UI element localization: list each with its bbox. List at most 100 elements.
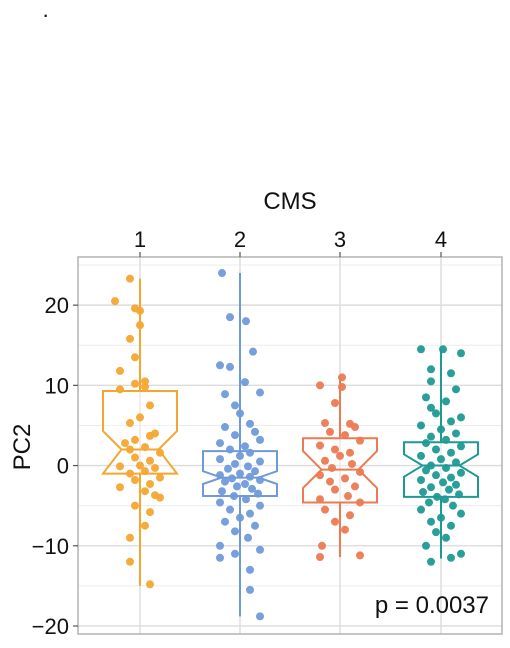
boxes xyxy=(100,273,479,617)
data-point xyxy=(457,549,465,558)
data-point xyxy=(241,378,249,387)
x-tick-label: 1 xyxy=(134,227,146,252)
data-point xyxy=(126,274,134,283)
data-point xyxy=(439,345,447,354)
data-point xyxy=(427,517,435,526)
x-tick-label: 3 xyxy=(334,227,346,252)
data-point xyxy=(244,533,252,542)
data-point xyxy=(116,483,124,492)
data-point xyxy=(439,478,447,487)
data-point xyxy=(246,585,254,594)
data-point xyxy=(131,379,139,388)
data-point xyxy=(437,513,445,522)
data-point xyxy=(344,492,352,501)
data-point xyxy=(126,445,134,454)
data-point xyxy=(432,445,440,454)
data-point xyxy=(256,457,264,466)
data-point xyxy=(216,439,224,448)
data-point xyxy=(318,541,326,550)
data-point xyxy=(218,269,226,278)
data-point xyxy=(221,390,229,399)
data-point xyxy=(356,436,364,445)
data-point xyxy=(447,369,455,378)
plot-panel-border xyxy=(77,256,503,635)
data-point xyxy=(131,475,139,484)
data-point xyxy=(244,462,252,471)
data-point xyxy=(422,541,430,550)
data-point xyxy=(231,549,239,558)
data-point xyxy=(331,398,339,407)
data-point xyxy=(141,443,149,452)
data-point xyxy=(126,533,134,542)
data-point xyxy=(121,439,129,448)
data-point xyxy=(246,448,254,457)
data-point xyxy=(231,431,239,440)
data-point xyxy=(241,480,249,489)
data-point xyxy=(457,413,465,422)
data-point xyxy=(432,409,440,418)
data-point xyxy=(216,455,224,464)
data-point xyxy=(445,485,453,494)
data-point xyxy=(417,345,425,354)
data-point xyxy=(141,382,149,391)
data-point xyxy=(216,361,224,370)
data-point xyxy=(254,489,262,498)
data-point xyxy=(251,521,259,530)
data-point xyxy=(417,475,425,484)
data-point xyxy=(151,463,159,472)
data-point xyxy=(231,459,239,468)
data-point xyxy=(321,456,329,465)
data-point xyxy=(419,488,427,497)
data-point xyxy=(249,347,257,356)
data-point xyxy=(441,495,449,504)
data-point xyxy=(146,431,154,440)
data-point xyxy=(427,432,435,441)
data-point xyxy=(425,498,433,507)
data-point xyxy=(228,474,236,483)
data-point xyxy=(136,321,144,330)
data-point xyxy=(141,521,149,530)
data-points xyxy=(111,269,465,621)
data-point xyxy=(131,501,139,510)
data-point xyxy=(146,580,154,589)
y-axis-title: PC2 xyxy=(9,424,36,471)
data-point xyxy=(432,528,440,537)
y-tick-label: −20 xyxy=(32,614,69,639)
data-point xyxy=(221,423,229,432)
notched-box xyxy=(403,441,479,498)
data-point xyxy=(242,317,250,326)
data-point xyxy=(417,451,425,460)
data-point xyxy=(136,461,144,470)
data-point xyxy=(442,533,450,542)
data-point xyxy=(116,366,124,375)
data-point xyxy=(236,409,244,418)
data-point xyxy=(231,527,239,536)
data-point xyxy=(236,513,244,522)
data-point xyxy=(427,557,435,566)
data-point xyxy=(427,483,435,492)
data-point xyxy=(241,442,249,451)
data-point xyxy=(256,435,264,444)
data-point xyxy=(141,487,149,496)
data-point xyxy=(111,297,119,306)
data-point xyxy=(146,508,154,517)
data-point xyxy=(226,313,234,322)
data-point xyxy=(216,498,224,507)
data-point xyxy=(156,493,164,502)
data-point xyxy=(146,456,154,465)
data-point xyxy=(331,517,339,526)
data-point xyxy=(126,419,134,428)
data-point xyxy=(126,334,134,343)
data-point xyxy=(256,501,264,510)
y-tick-label: 0 xyxy=(57,454,69,479)
y-tick-label: 20 xyxy=(45,293,69,318)
data-point xyxy=(141,467,149,476)
data-point xyxy=(131,435,139,444)
data-point xyxy=(356,467,364,476)
data-point xyxy=(251,427,259,436)
data-point xyxy=(226,362,234,371)
x-tick-label: 4 xyxy=(435,227,447,252)
data-point xyxy=(242,495,250,504)
data-point xyxy=(341,474,349,483)
